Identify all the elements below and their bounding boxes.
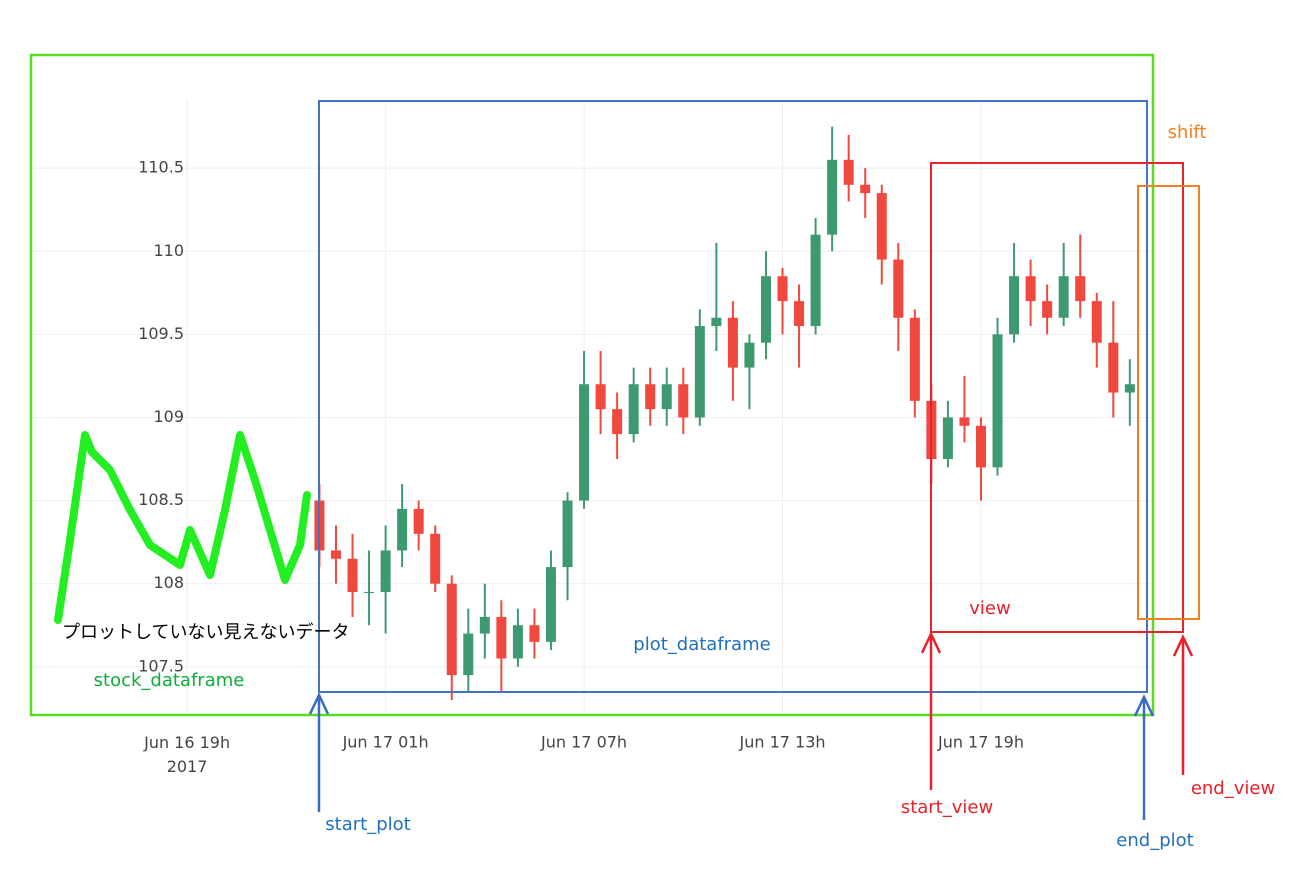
arrow: [308, 692, 1155, 820]
x-tick-label: Jun 17 07h: [540, 733, 627, 752]
annotation: shift: [1168, 122, 1207, 143]
candle-layer: [314, 126, 1135, 701]
candle-body: [1091, 301, 1102, 343]
candle-body: [413, 508, 424, 534]
candle-body: [364, 592, 375, 593]
x-tick-label: Jun 16 19h 2017: [143, 733, 230, 776]
candle-body: [794, 301, 805, 327]
candle-body: [645, 384, 656, 410]
candle-body: [529, 625, 540, 642]
y-tick-label: 109: [153, 407, 184, 426]
candle-body: [744, 342, 755, 368]
candle-body: [860, 184, 871, 194]
label-layer: 107.5 108 108.5 109 109.5 110 110.5 Jun 16 19h 2…: [62, 122, 1275, 851]
candle-body: [1058, 276, 1069, 318]
candle-body: [760, 276, 771, 343]
annotation: end_view: [1191, 778, 1275, 799]
view-box: [930, 162, 1184, 633]
candle-body: [959, 417, 970, 426]
candle-body: [711, 317, 722, 327]
candle-body: [893, 259, 904, 318]
annotation: start_plot: [325, 814, 410, 835]
annotation-shapes: [29, 53, 1200, 820]
candle-body: [463, 633, 474, 676]
candle-body: [992, 334, 1003, 468]
candle-body: [1075, 276, 1086, 302]
annotation: stock_dataframe: [94, 670, 245, 691]
candle-body: [909, 317, 920, 401]
grid-layer: [30, 100, 1153, 715]
y-tick-label: 107.5: [138, 656, 184, 675]
candle-body: [397, 508, 408, 551]
candle-body: [777, 276, 788, 302]
candle-body: [661, 384, 672, 410]
x-tick-label: Jun 17 19h: [937, 733, 1024, 752]
candle-body: [810, 234, 821, 327]
candle-body: [827, 159, 838, 235]
candle-body: [562, 500, 573, 568]
x-tick-label: Jun 17 01h: [342, 733, 429, 752]
candle-body: [595, 384, 606, 410]
candle-body: [430, 533, 441, 584]
plot-box: [318, 100, 1148, 693]
candle-body: [545, 567, 556, 642]
candle-body: [1042, 301, 1053, 318]
shift-box: [1137, 185, 1200, 620]
y-tick-label: 110.5: [138, 158, 184, 177]
candle-body: [579, 384, 590, 501]
candle-body: [1009, 276, 1020, 335]
stock-box: [29, 53, 1155, 717]
candle-body: [876, 193, 887, 260]
y-tick-label: 108.5: [138, 490, 184, 509]
annotation: view: [969, 598, 1010, 619]
y-tick-label: 109.5: [138, 324, 184, 343]
candle-body: [1025, 276, 1036, 302]
y-tick-label: 108: [153, 573, 184, 592]
candle-body: [1108, 342, 1119, 393]
candle-body: [727, 317, 738, 368]
candle-body: [612, 409, 623, 435]
candle-body: [446, 583, 457, 676]
candle-body: [678, 384, 689, 418]
annotation: end_plot: [1116, 830, 1193, 851]
candle-body: [496, 616, 507, 659]
candle-body: [512, 625, 523, 659]
candle-body: [330, 550, 341, 559]
candle-body: [628, 384, 639, 435]
scribble: [54, 431, 311, 624]
candle-body: [694, 326, 705, 418]
candle-body: [479, 616, 490, 634]
annotation: start_view: [901, 797, 993, 818]
candle-body: [975, 425, 986, 468]
candle-body: [380, 550, 391, 592]
candle-body: [347, 558, 358, 592]
arrow: [920, 631, 1194, 790]
candle-body: [942, 417, 953, 460]
candle-body: [1124, 384, 1135, 393]
x-tick-label: Jun 17 13h: [739, 733, 826, 752]
annotation: plot_dataframe: [633, 634, 770, 655]
annotation: プロットしていない見えないデータ: [62, 622, 349, 643]
candle-body: [843, 159, 854, 185]
y-tick-label: 110: [153, 241, 184, 260]
